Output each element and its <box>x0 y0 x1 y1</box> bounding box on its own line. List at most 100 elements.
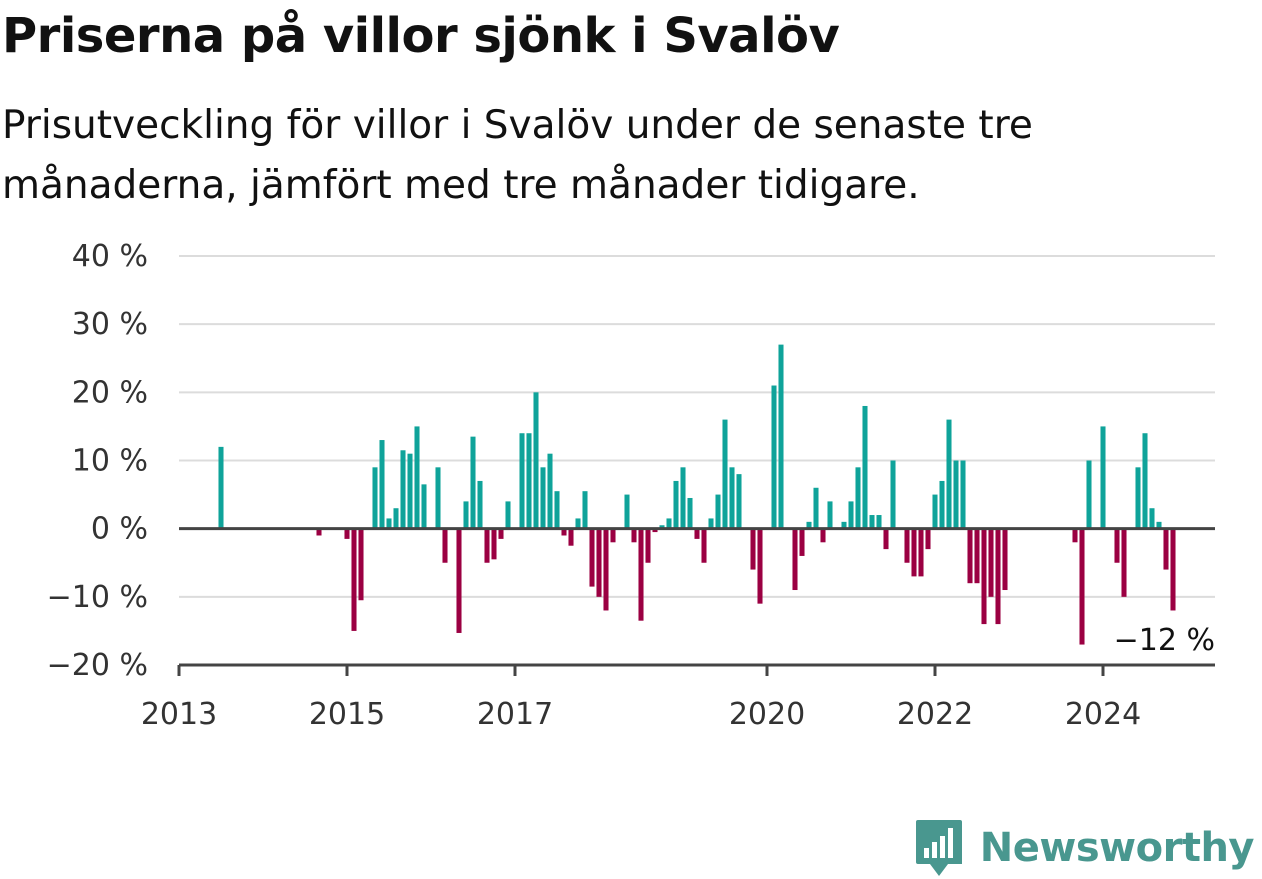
bar <box>883 528 889 550</box>
bar <box>820 528 826 543</box>
bar <box>673 480 679 529</box>
bar <box>1121 528 1127 597</box>
bar <box>904 528 910 563</box>
bar <box>442 528 448 563</box>
bar <box>561 528 567 536</box>
bar <box>624 494 630 529</box>
bar <box>344 528 350 539</box>
bar <box>680 467 686 529</box>
y-axis-labels: 40 % 30 % 20 % 10 % 0 % −10 % −20 % <box>47 239 148 683</box>
brand: Newsworthy <box>914 818 1255 878</box>
bar <box>631 528 637 543</box>
bar <box>589 528 595 587</box>
y-tick-label: −10 % <box>47 580 148 615</box>
bar <box>379 440 385 529</box>
x-tick-label: 2024 <box>1065 697 1141 732</box>
bar <box>456 528 462 633</box>
bar <box>911 528 917 577</box>
bar <box>967 528 973 584</box>
bar <box>708 518 714 529</box>
bar <box>806 521 812 529</box>
bar <box>491 528 497 560</box>
bar <box>547 453 553 529</box>
axes <box>177 527 1215 676</box>
bar <box>568 528 574 546</box>
bar <box>540 467 546 529</box>
bar <box>659 525 665 529</box>
bar <box>939 480 945 529</box>
bar <box>351 528 357 631</box>
bar <box>862 405 868 529</box>
bar <box>386 518 392 529</box>
x-tick-label: 2015 <box>309 697 385 732</box>
bar <box>484 528 490 563</box>
bar <box>1079 528 1085 645</box>
x-tick-label: 2017 <box>477 697 553 732</box>
bars <box>218 344 1176 645</box>
bar <box>960 460 966 529</box>
bar <box>645 528 651 563</box>
chart-title: Priserna på villor sjönk i Svalöv <box>2 8 840 64</box>
bar <box>1072 528 1078 543</box>
bar <box>477 480 483 529</box>
bar <box>505 501 511 529</box>
bar <box>974 528 980 584</box>
bar <box>953 460 959 529</box>
bar <box>757 528 763 604</box>
bar <box>519 433 525 529</box>
bar <box>918 528 924 577</box>
bar <box>1156 521 1162 529</box>
y-tick-label: 10 % <box>72 444 148 479</box>
bar <box>687 497 693 529</box>
bar <box>603 528 609 611</box>
last-value-label: −12 % <box>1114 623 1215 658</box>
bar <box>638 528 644 621</box>
bar <box>827 501 833 529</box>
bar <box>813 487 819 529</box>
bar <box>988 528 994 597</box>
bar <box>799 528 805 556</box>
bar <box>498 528 504 539</box>
bar <box>1002 528 1008 591</box>
grid-lines <box>179 255 1215 598</box>
bar <box>876 515 882 529</box>
bar <box>372 467 378 529</box>
bar <box>841 521 847 529</box>
x-tick-label: 2022 <box>897 697 973 732</box>
bar <box>526 433 532 529</box>
bar <box>1135 467 1141 529</box>
y-tick-label: 0 % <box>91 512 148 547</box>
bar <box>1114 528 1120 563</box>
bar <box>981 528 987 625</box>
bar <box>407 453 413 529</box>
annotations: −12 % <box>1114 623 1215 658</box>
bar <box>575 518 581 529</box>
bar <box>554 491 560 529</box>
bar <box>771 385 777 529</box>
bar <box>393 508 399 529</box>
newsworthy-logo-icon <box>915 820 962 876</box>
y-tick-label: −20 % <box>47 648 148 683</box>
bar <box>1100 426 1106 529</box>
bar <box>218 446 224 529</box>
bar <box>666 518 672 529</box>
bar <box>722 419 728 529</box>
bar <box>652 528 658 533</box>
bar <box>1142 433 1148 529</box>
bar <box>750 528 756 570</box>
bar <box>848 501 854 529</box>
x-tick-label: 2020 <box>729 697 805 732</box>
bar <box>533 392 539 529</box>
bar <box>610 528 616 543</box>
y-tick-label: 40 % <box>72 239 148 274</box>
bar <box>925 528 931 550</box>
brand-name: Newsworthy <box>979 825 1255 871</box>
x-tick-label: 2013 <box>141 697 217 732</box>
bar <box>596 528 602 597</box>
bar <box>855 467 861 529</box>
bar <box>792 528 798 591</box>
chart-subtitle: Prisutveckling för villor i Svalöv under… <box>2 103 1033 208</box>
bar <box>400 450 406 529</box>
bar <box>932 494 938 529</box>
